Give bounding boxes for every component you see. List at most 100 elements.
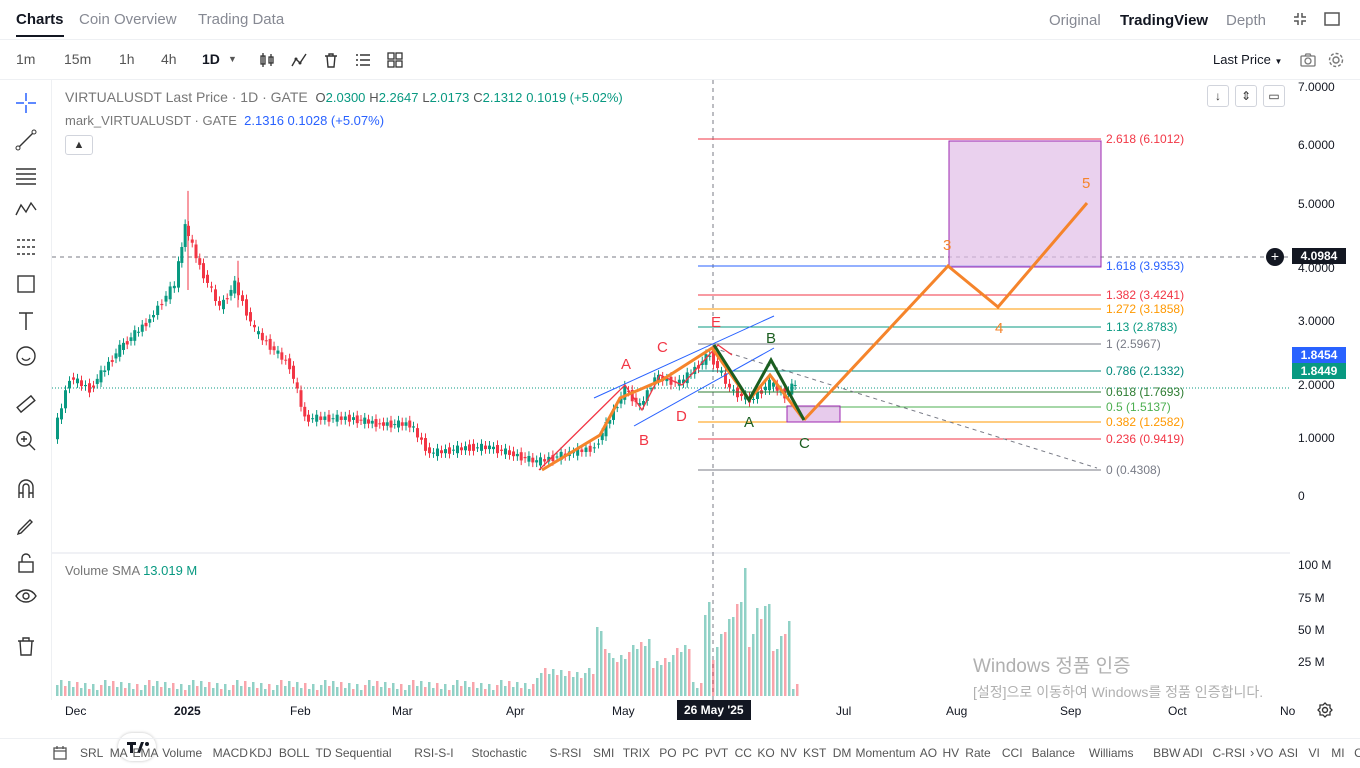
price-axis[interactable]: 7.0000 6.0000 5.0000 4.0000 3.0000 2.000… bbox=[1290, 80, 1360, 700]
scroll-down-button[interactable]: ↓ bbox=[1207, 85, 1229, 107]
indicator-item[interactable]: TRIX bbox=[622, 746, 651, 760]
list-icon[interactable] bbox=[354, 51, 372, 69]
time-tick: Aug bbox=[946, 704, 968, 718]
indicator-item[interactable]: PVT bbox=[704, 746, 729, 760]
add-alert-icon[interactable]: + bbox=[1266, 248, 1284, 266]
eye-icon[interactable] bbox=[15, 585, 37, 607]
indicator-item[interactable]: KST bbox=[803, 746, 827, 760]
text-icon[interactable] bbox=[15, 310, 37, 332]
interval-15m[interactable]: 15m bbox=[64, 51, 92, 67]
chart-canvas[interactable] bbox=[52, 80, 1290, 700]
gear-icon[interactable] bbox=[1327, 51, 1345, 69]
tab-depth[interactable]: Depth bbox=[1226, 12, 1267, 29]
indicator-item[interactable]: MACD bbox=[212, 746, 248, 760]
tradingview-logo[interactable] bbox=[118, 733, 156, 761]
fib-icon[interactable] bbox=[15, 165, 37, 187]
indicator-item[interactable]: TD Sequential bbox=[315, 746, 392, 760]
indicator-item[interactable]: BOLL bbox=[278, 746, 310, 760]
magnet-icon[interactable] bbox=[15, 478, 37, 500]
indicator-item[interactable]: RSI-S-I bbox=[414, 746, 454, 760]
trendline-icon[interactable] bbox=[15, 129, 37, 151]
tab-original[interactable]: Original bbox=[1049, 12, 1101, 29]
volume-bar bbox=[176, 689, 179, 696]
indicators-icon[interactable] bbox=[290, 51, 308, 69]
indicator-item[interactable]: KO bbox=[757, 746, 775, 760]
lock-icon[interactable] bbox=[15, 552, 37, 574]
candles-icon[interactable] bbox=[258, 51, 276, 69]
indicator-item[interactable]: VI bbox=[1308, 746, 1320, 760]
crosshair-icon[interactable] bbox=[15, 92, 37, 114]
indicator-item[interactable]: MI bbox=[1331, 746, 1345, 760]
candle-body bbox=[260, 332, 264, 341]
indicator-item[interactable]: ASI bbox=[1278, 746, 1299, 760]
fib-level-label: 0.382 (1.2582) bbox=[1106, 415, 1185, 429]
price-chart[interactable]: VIRTUALUSDT Last Price · 1D · GATE O2.03… bbox=[52, 80, 1290, 761]
indicator-item[interactable]: Momentum bbox=[855, 746, 916, 760]
interval-1m[interactable]: 1m bbox=[16, 51, 36, 67]
candle-body bbox=[584, 447, 588, 453]
volume-bar bbox=[420, 681, 423, 696]
interval-1d[interactable]: 1D bbox=[202, 51, 220, 67]
layout-icon[interactable] bbox=[386, 51, 404, 69]
zoom-icon[interactable] bbox=[15, 430, 37, 452]
indicator-item[interactable]: CCI bbox=[1001, 746, 1023, 760]
indicator-item[interactable]: NV bbox=[780, 746, 797, 760]
indicator-item[interactable]: KDJ bbox=[249, 746, 272, 760]
chevron-right-icon[interactable]: › bbox=[1250, 745, 1255, 760]
calendar-icon[interactable] bbox=[52, 745, 68, 766]
price-type-select[interactable]: Last Price ▼ bbox=[1213, 52, 1282, 67]
tab-coin-overview[interactable]: Coin Overview bbox=[79, 11, 177, 28]
camera-icon[interactable] bbox=[1299, 51, 1317, 69]
settings-icon[interactable] bbox=[1317, 702, 1333, 723]
indicator-item[interactable]: Balance bbox=[1031, 746, 1075, 760]
indicator-item[interactable]: ADI bbox=[1182, 746, 1203, 760]
tab-trading-data[interactable]: Trading Data bbox=[198, 11, 285, 28]
indicator-item[interactable]: C-RSI bbox=[1212, 746, 1246, 760]
indicator-item[interactable]: SRL bbox=[80, 746, 104, 760]
indicator-item[interactable]: Stochastic bbox=[471, 746, 527, 760]
mark-title[interactable]: mark_VIRTUALUSDT · GATE bbox=[65, 113, 237, 128]
indicator-item[interactable]: SMI bbox=[593, 746, 615, 760]
candle-body bbox=[225, 298, 229, 300]
indicator-item[interactable]: BBW bbox=[1153, 746, 1181, 760]
indicator-item[interactable]: S-RSI bbox=[549, 746, 582, 760]
ruler-icon[interactable] bbox=[15, 393, 37, 415]
forecast-icon[interactable] bbox=[15, 236, 37, 258]
shrink-icon[interactable] bbox=[1291, 10, 1309, 28]
candle-body bbox=[222, 299, 225, 310]
emoji-icon[interactable] bbox=[15, 345, 37, 367]
maximize-button[interactable]: ▭ bbox=[1263, 85, 1285, 107]
indicator-item[interactable]: HV bbox=[942, 746, 960, 760]
window-icon[interactable] bbox=[1323, 10, 1341, 28]
tab-tradingview[interactable]: TradingView bbox=[1120, 12, 1209, 29]
time-axis[interactable]: Dec 2025 Feb Mar Apr May Jul Aug Sep Oct… bbox=[52, 700, 1360, 722]
trash-icon[interactable] bbox=[15, 635, 37, 657]
chevron-down-icon[interactable]: ▼ bbox=[228, 54, 237, 64]
interval-4h[interactable]: 4h bbox=[161, 51, 177, 67]
indicator-item[interactable]: EMA bbox=[132, 746, 159, 760]
indicator-item[interactable]: DM bbox=[832, 746, 852, 760]
indicator-item[interactable]: VO bbox=[1256, 746, 1274, 760]
collapse-button[interactable]: ⇕ bbox=[1235, 85, 1257, 107]
volume-bar bbox=[484, 689, 487, 696]
volume-bar bbox=[408, 685, 411, 696]
interval-1h[interactable]: 1h bbox=[119, 51, 135, 67]
indicator-item[interactable]: CC bbox=[734, 746, 752, 760]
pattern-icon[interactable] bbox=[15, 198, 37, 220]
indicator-item[interactable]: Rate bbox=[965, 746, 991, 760]
indicator-item[interactable]: Williams bbox=[1088, 746, 1134, 760]
volume-bar bbox=[300, 688, 303, 696]
collapse-legend-button[interactable]: ▲ bbox=[65, 135, 93, 155]
indicator-item[interactable]: AO bbox=[919, 746, 938, 760]
indicator-item[interactable]: CZ bbox=[1354, 746, 1360, 760]
symbol-title[interactable]: VIRTUALUSDT Last Price · 1D · GATE bbox=[65, 89, 308, 105]
tab-charts[interactable]: Charts bbox=[16, 11, 64, 37]
indicator-item[interactable]: MA bbox=[109, 746, 128, 760]
trash-icon[interactable] bbox=[322, 51, 340, 69]
indicator-item[interactable]: PC bbox=[682, 746, 699, 760]
rectangle-icon[interactable] bbox=[15, 273, 37, 295]
indicator-item[interactable]: PO bbox=[659, 746, 677, 760]
indicator-item[interactable]: Volume bbox=[162, 746, 203, 760]
lock-pen-icon[interactable] bbox=[15, 515, 37, 537]
volume-label[interactable]: Volume SMA bbox=[65, 563, 140, 578]
